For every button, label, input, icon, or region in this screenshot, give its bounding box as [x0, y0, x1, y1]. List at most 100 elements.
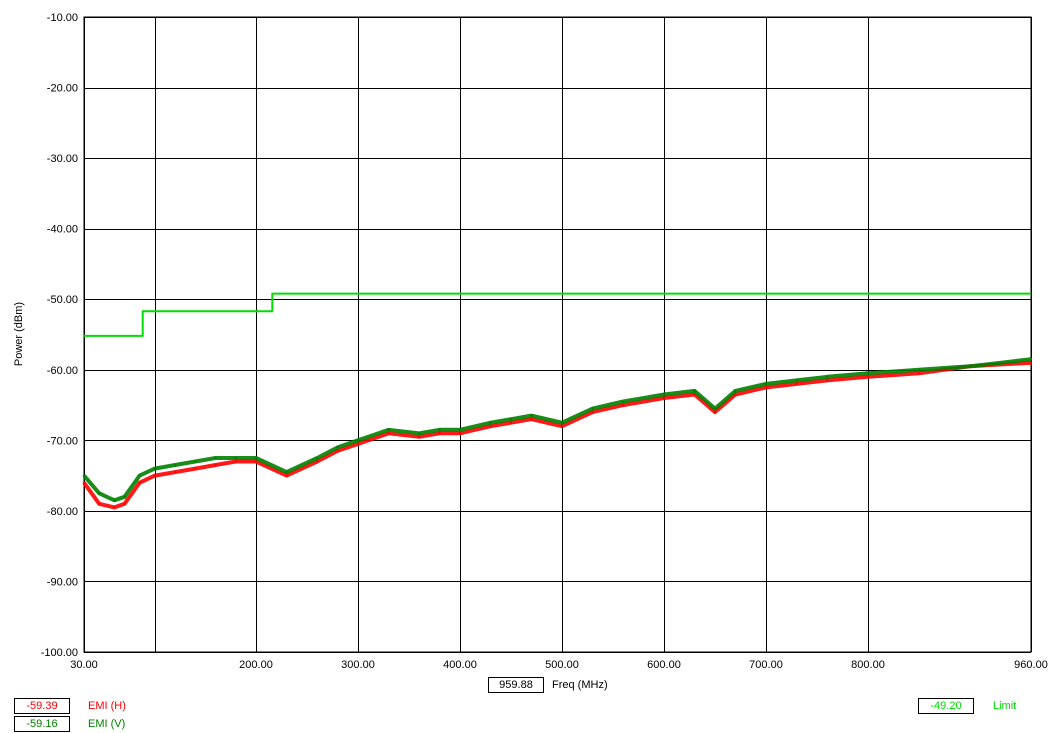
data-point [734, 389, 737, 393]
data-point [795, 382, 798, 386]
y-tick-label: -40.00 [47, 224, 78, 236]
data-point [458, 428, 462, 431]
y-axis-label: Power (dBm) [13, 302, 25, 366]
data-point [97, 502, 101, 506]
data-point [713, 407, 717, 410]
data-point [622, 403, 625, 407]
series-line-emi-h [82, 360, 1032, 510]
data-point [97, 492, 101, 495]
data-point [917, 372, 921, 375]
data-point [530, 414, 533, 417]
data-point [254, 456, 258, 460]
emi-v-label: EMI (V) [88, 718, 126, 730]
y-tick-label: -10.00 [47, 12, 78, 24]
data-point [866, 372, 870, 375]
series-line-emi-v [82, 357, 1032, 503]
data-point [356, 439, 360, 442]
data-point [254, 460, 258, 463]
data-point [153, 467, 157, 470]
data-point [560, 421, 564, 424]
series-layer [82, 292, 1033, 510]
x-tick-label: 400.00 [443, 659, 477, 671]
limit-value: -49.20 [918, 698, 974, 714]
data-point [82, 474, 86, 477]
data-point [662, 396, 666, 400]
data-point [113, 506, 116, 509]
plot-area [83, 16, 1032, 653]
data-point [387, 428, 390, 431]
y-tick-label: -20.00 [47, 83, 78, 95]
emi-h-value: -59.39 [14, 698, 70, 714]
x-tick-label: 600.00 [647, 659, 681, 671]
data-point [1029, 361, 1033, 364]
x-axis-label: Freq (MHz) [552, 679, 608, 691]
x-tick-label: 960.00 [1014, 659, 1048, 671]
data-point [713, 410, 717, 414]
x-tick-label: 700.00 [749, 659, 783, 671]
data-point [234, 456, 237, 460]
data-point [489, 421, 492, 424]
y-tick-label: -70.00 [47, 435, 78, 447]
data-point [336, 446, 339, 449]
grid [84, 17, 1032, 653]
data-point [285, 474, 288, 477]
freq-readout[interactable]: 959.88 [488, 677, 544, 693]
x-tick-label: 800.00 [851, 659, 885, 671]
data-point [285, 470, 288, 474]
y-tick-label: -50.00 [47, 294, 78, 306]
tick-labels: -10.00 -20.00 -30.00 -40.00 -50.00 -60.00 -70.… [41, 12, 1048, 671]
data-point [138, 481, 141, 484]
data-point [214, 463, 217, 467]
data-point [795, 379, 798, 382]
emi-v-value: -59.16 [14, 716, 70, 732]
data-point [591, 407, 594, 410]
data-point [336, 449, 339, 453]
data-point [316, 456, 319, 460]
x-tick-label: 200.00 [239, 659, 273, 671]
y-tick-label: -100.00 [41, 647, 78, 659]
data-point [173, 470, 177, 474]
data-point [866, 375, 870, 379]
data-point [387, 432, 390, 435]
data-point [458, 432, 462, 435]
series-line-limit [84, 292, 1031, 337]
x-tick-label: 30.00 [70, 659, 98, 671]
data-point [138, 474, 141, 477]
data-point [438, 428, 441, 431]
x-tick-label: 500.00 [545, 659, 579, 671]
y-tick-label: -90.00 [47, 576, 78, 588]
data-point [622, 400, 625, 403]
data-point [764, 386, 768, 389]
data-point [693, 389, 696, 393]
data-point [194, 467, 197, 470]
data-point [968, 365, 972, 368]
data-point [530, 417, 533, 421]
data-point [662, 393, 666, 396]
data-point [418, 432, 421, 435]
data-point [560, 425, 564, 428]
y-tick-label: -60.00 [47, 365, 78, 377]
data-point [917, 368, 921, 371]
data-point [509, 421, 513, 424]
data-point [509, 417, 513, 421]
data-point [194, 460, 197, 463]
data-point [356, 442, 360, 446]
data-point [316, 460, 319, 463]
data-point [489, 425, 492, 428]
data-point [214, 456, 217, 460]
data-point [826, 375, 829, 379]
data-point [82, 481, 86, 484]
data-point [418, 435, 421, 439]
data-point [113, 499, 116, 502]
data-point [123, 495, 126, 498]
limit-label: Limit [993, 700, 1017, 712]
data-point [826, 379, 829, 382]
x-tick-label: 300.00 [341, 659, 375, 671]
data-point [764, 382, 768, 386]
data-point [1029, 357, 1033, 361]
data-point [123, 502, 126, 506]
data-point [234, 460, 237, 463]
y-tick-label: -80.00 [47, 506, 78, 518]
emi-h-label: EMI (H) [88, 700, 126, 712]
